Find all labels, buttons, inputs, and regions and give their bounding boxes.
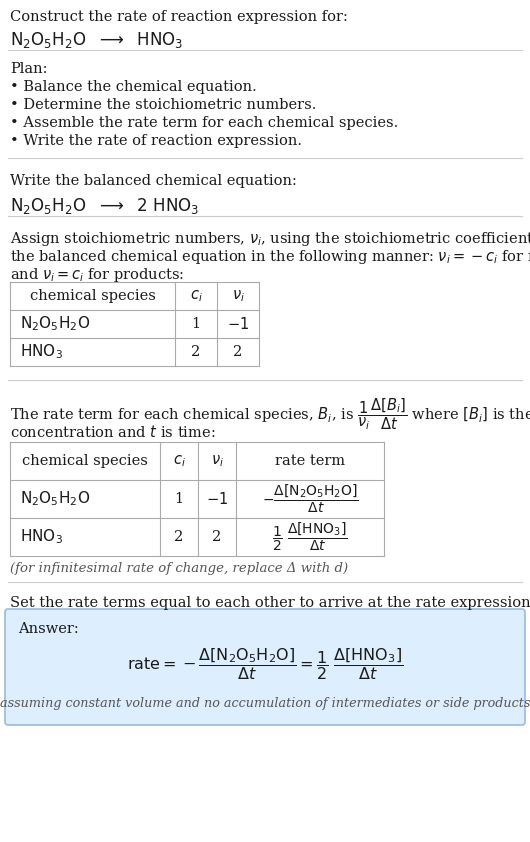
Text: The rate term for each chemical species, $B_i$, is $\dfrac{1}{\nu_i}\dfrac{\Delt: The rate term for each chemical species,… bbox=[10, 396, 530, 432]
Text: Set the rate terms equal to each other to arrive at the rate expression:: Set the rate terms equal to each other t… bbox=[10, 596, 530, 610]
Text: and $\nu_i = c_i$ for products:: and $\nu_i = c_i$ for products: bbox=[10, 266, 184, 284]
Text: chemical species: chemical species bbox=[22, 454, 148, 468]
Text: 2: 2 bbox=[233, 345, 243, 359]
Text: $c_i$: $c_i$ bbox=[173, 453, 185, 469]
Text: (assuming constant volume and no accumulation of intermediates or side products): (assuming constant volume and no accumul… bbox=[0, 697, 530, 711]
Text: $\dfrac{1}{2}\ \dfrac{\Delta[\mathrm{HNO_3}]}{\Delta t}$: $\dfrac{1}{2}\ \dfrac{\Delta[\mathrm{HNO… bbox=[272, 521, 348, 553]
Text: 1: 1 bbox=[174, 492, 183, 506]
Text: 2: 2 bbox=[213, 530, 222, 544]
Text: • Write the rate of reaction expression.: • Write the rate of reaction expression. bbox=[10, 134, 302, 148]
Text: Assign stoichiometric numbers, $\nu_i$, using the stoichiometric coefficients, $: Assign stoichiometric numbers, $\nu_i$, … bbox=[10, 230, 530, 248]
Text: $\mathrm{N_2O_5H_2O}$  $\longrightarrow$  $2\ \mathrm{HNO_3}$: $\mathrm{N_2O_5H_2O}$ $\longrightarrow$ … bbox=[10, 196, 199, 216]
Text: Answer:: Answer: bbox=[18, 622, 79, 636]
Text: $\mathrm{rate} = -\dfrac{\Delta[\mathrm{N_2O_5H_2O}]}{\Delta t} = \dfrac{1}{2}\ : $\mathrm{rate} = -\dfrac{\Delta[\mathrm{… bbox=[127, 646, 403, 682]
Text: Construct the rate of reaction expression for:: Construct the rate of reaction expressio… bbox=[10, 10, 348, 24]
Text: $-1$: $-1$ bbox=[206, 491, 228, 507]
Text: rate term: rate term bbox=[275, 454, 345, 468]
Text: $\nu_i$: $\nu_i$ bbox=[232, 288, 244, 304]
Text: chemical species: chemical species bbox=[30, 289, 155, 303]
FancyBboxPatch shape bbox=[5, 609, 525, 725]
Text: 1: 1 bbox=[191, 317, 200, 331]
Text: • Determine the stoichiometric numbers.: • Determine the stoichiometric numbers. bbox=[10, 98, 316, 112]
Text: $-1$: $-1$ bbox=[227, 316, 249, 332]
Text: $\mathrm{HNO_3}$: $\mathrm{HNO_3}$ bbox=[20, 343, 63, 361]
Text: $\mathrm{N_2O_5H_2O}$: $\mathrm{N_2O_5H_2O}$ bbox=[20, 315, 90, 333]
Text: the balanced chemical equation in the following manner: $\nu_i = -c_i$ for react: the balanced chemical equation in the fo… bbox=[10, 248, 530, 266]
Text: $\mathrm{HNO_3}$: $\mathrm{HNO_3}$ bbox=[20, 528, 63, 546]
Text: • Balance the chemical equation.: • Balance the chemical equation. bbox=[10, 80, 257, 94]
Text: Write the balanced chemical equation:: Write the balanced chemical equation: bbox=[10, 174, 297, 188]
Text: 2: 2 bbox=[191, 345, 201, 359]
Text: $\mathrm{N_2O_5H_2O}$  $\longrightarrow$  $\mathrm{HNO_3}$: $\mathrm{N_2O_5H_2O}$ $\longrightarrow$ … bbox=[10, 30, 183, 50]
Text: 2: 2 bbox=[174, 530, 183, 544]
Text: (for infinitesimal rate of change, replace Δ with d): (for infinitesimal rate of change, repla… bbox=[10, 562, 348, 575]
Text: $c_i$: $c_i$ bbox=[190, 288, 202, 304]
Text: $\nu_i$: $\nu_i$ bbox=[210, 453, 224, 469]
Text: $\mathrm{N_2O_5H_2O}$: $\mathrm{N_2O_5H_2O}$ bbox=[20, 490, 90, 509]
Text: • Assemble the rate term for each chemical species.: • Assemble the rate term for each chemic… bbox=[10, 116, 398, 130]
Text: Plan:: Plan: bbox=[10, 62, 48, 76]
Text: $-\dfrac{\Delta[\mathrm{N_2O_5H_2O}]}{\Delta t}$: $-\dfrac{\Delta[\mathrm{N_2O_5H_2O}]}{\D… bbox=[262, 482, 358, 515]
Text: concentration and $t$ is time:: concentration and $t$ is time: bbox=[10, 424, 216, 440]
